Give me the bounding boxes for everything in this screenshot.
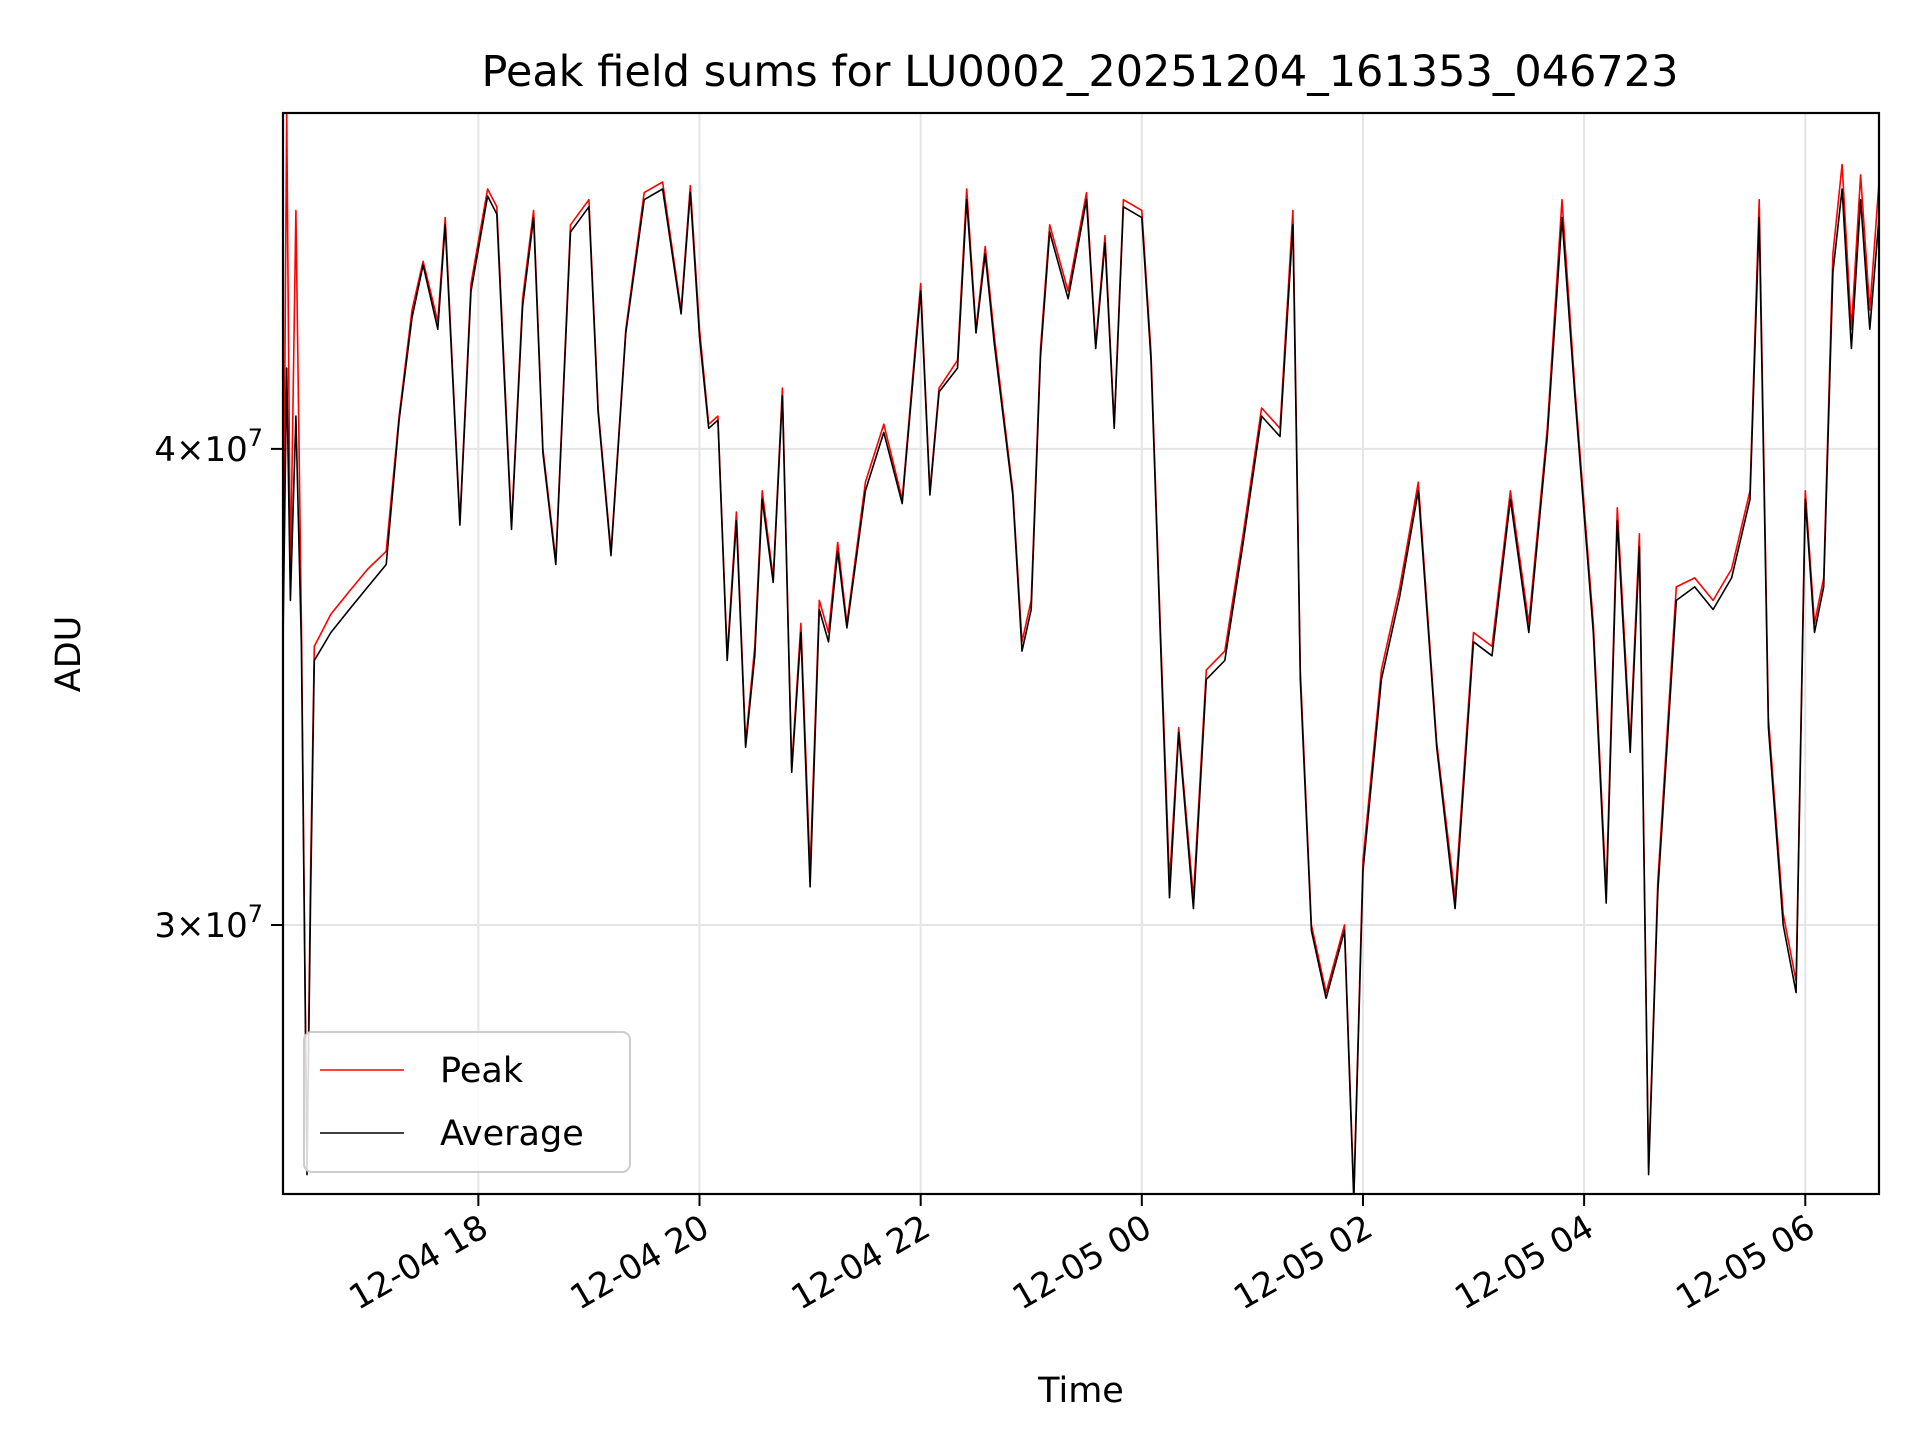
legend: Peak Average bbox=[303, 1031, 631, 1173]
y-tick-exponent: 7 bbox=[248, 424, 263, 452]
y-tick-exponent: 7 bbox=[248, 900, 263, 928]
x-axis-label: Time bbox=[1037, 1371, 1124, 1411]
y-tick-times: × bbox=[176, 430, 205, 470]
y-tick-base: 10 bbox=[204, 430, 247, 470]
axes-frame bbox=[281, 111, 1881, 1196]
series-layer bbox=[283, 113, 1879, 1194]
y-tick-mantissa: 3 bbox=[154, 906, 176, 946]
chart-title: Peak field sums for LU0002_20251204_1613… bbox=[481, 47, 1678, 97]
y-tick-label: 4×107 bbox=[154, 424, 263, 470]
y-tick-mantissa: 4 bbox=[154, 430, 176, 470]
y-tick-label: 3×107 bbox=[154, 900, 263, 946]
legend-label-peak: Peak bbox=[440, 1051, 524, 1091]
legend-box bbox=[303, 1031, 631, 1173]
plot-area bbox=[283, 113, 1879, 1194]
legend-label-average: Average bbox=[440, 1114, 584, 1154]
y-tick-times: × bbox=[176, 906, 205, 946]
series-line-average bbox=[283, 188, 1879, 1194]
y-axis-label: ADU bbox=[49, 616, 89, 693]
y-tick-base: 10 bbox=[204, 906, 247, 946]
